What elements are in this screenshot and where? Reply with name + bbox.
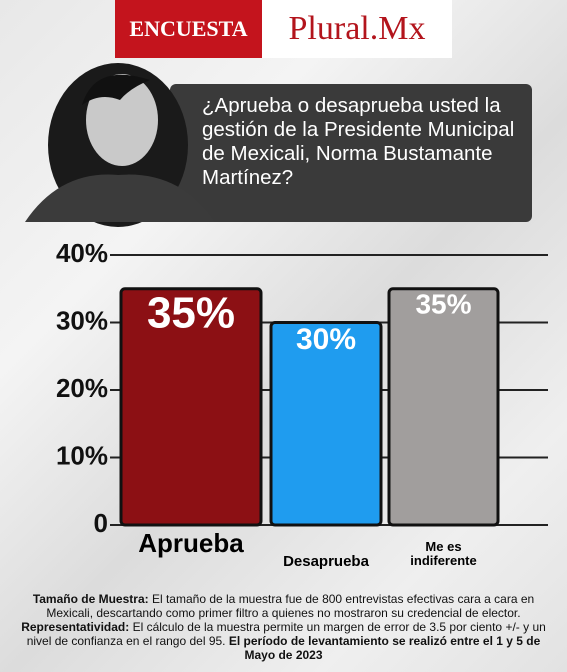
y-tick-label: 0 bbox=[94, 508, 108, 538]
y-tick-label: 20% bbox=[56, 373, 108, 403]
y-tick-label: 30% bbox=[56, 305, 108, 335]
x-tick-label: Me es indiferente bbox=[410, 539, 477, 568]
value-label: 35% bbox=[147, 289, 235, 338]
footnote-text: El cálculo de la muestra permite un marg… bbox=[26, 620, 546, 648]
x-tick-label: Desaprueba bbox=[283, 553, 369, 570]
footnote-item: Representatividad: El cálculo de la mues… bbox=[12, 620, 555, 662]
y-tick-label: 10% bbox=[56, 440, 108, 470]
footnote: Tamaño de Muestra: El tamaño de la muest… bbox=[12, 592, 555, 662]
header-left: ENCUESTA bbox=[115, 0, 262, 58]
footnote-text: El tamaño de la muestra fue de 800 entre… bbox=[46, 592, 535, 620]
value-label: 30% bbox=[296, 323, 356, 356]
footnote-label: Tamaño de Muestra: bbox=[32, 592, 149, 606]
footnote-item: Tamaño de Muestra: El tamaño de la muest… bbox=[12, 592, 555, 620]
footnote-label: Representatividad: bbox=[21, 620, 130, 634]
bar bbox=[269, 321, 383, 527]
y-tick-label: 40% bbox=[56, 238, 108, 268]
bar bbox=[119, 287, 263, 527]
bar bbox=[387, 287, 500, 527]
portrait bbox=[25, 63, 215, 227]
footnote-note: El período de levantamiento se realizó e… bbox=[228, 634, 541, 662]
question: ¿Aprueba o desaprueba usted la gestión d… bbox=[170, 84, 532, 222]
value-label: 35% bbox=[415, 289, 471, 320]
x-tick-label: Aprueba bbox=[138, 528, 244, 558]
header-right: Plural.Mx bbox=[262, 0, 452, 58]
